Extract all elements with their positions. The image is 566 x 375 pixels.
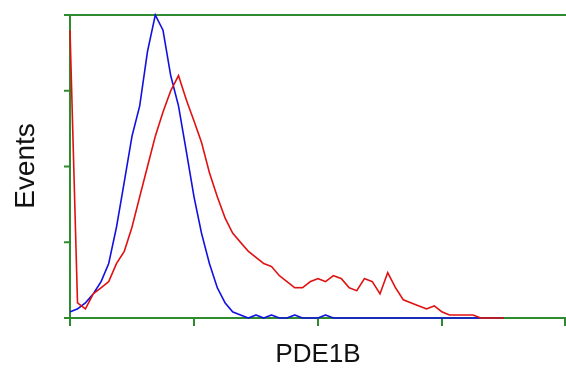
histogram-line: [69, 30, 504, 319]
histogram-line: [69, 12, 504, 319]
x-axis-label: PDE1B: [275, 338, 360, 368]
y-axis-label: Events: [9, 123, 40, 209]
